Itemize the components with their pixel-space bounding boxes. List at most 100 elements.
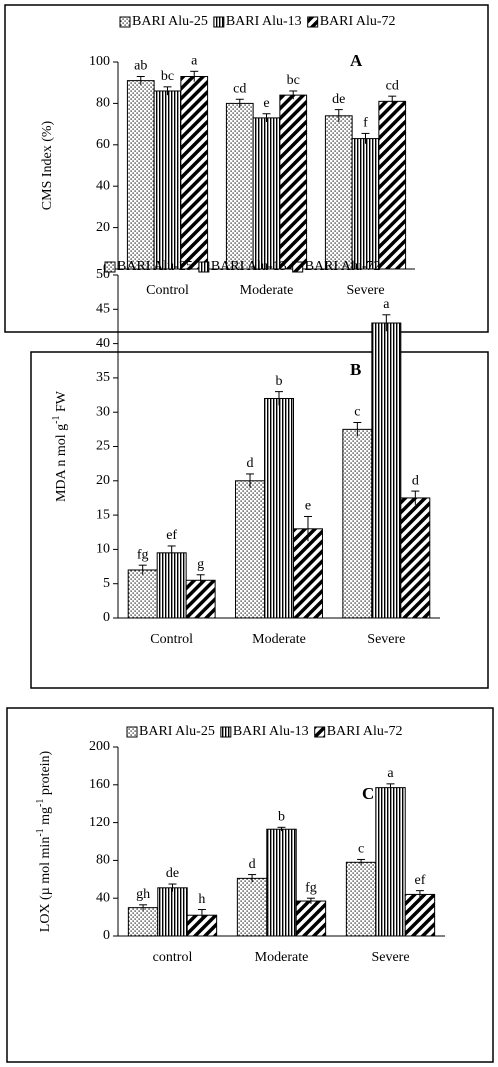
bar	[342, 428, 373, 619]
panel-label: B	[350, 360, 361, 379]
y-tick-label: 20	[96, 473, 110, 488]
y-tick-label: 120	[89, 815, 110, 830]
significance-letter: b	[278, 810, 285, 825]
y-label-part: CMS Index (%)	[40, 120, 55, 210]
legend-label: BARI Alu-72	[327, 724, 403, 739]
legend-label: BARI Alu-72	[305, 259, 381, 274]
y-tick-label: 40	[96, 336, 110, 351]
panel-frame	[30, 351, 489, 689]
error-bar	[197, 909, 206, 921]
significance-letter: g	[197, 557, 204, 572]
error-bar	[382, 314, 391, 332]
bar	[127, 907, 159, 937]
bar	[266, 828, 297, 937]
legend-swatch	[198, 261, 210, 273]
legend-label: BARI Alu-25	[117, 259, 193, 274]
y-label-part: MDA n mol g	[54, 424, 69, 502]
error-bar	[306, 897, 315, 904]
legend-swatch	[292, 261, 304, 273]
significance-letter: e	[305, 499, 311, 514]
legend-label: BARI Alu-13	[226, 14, 302, 29]
y-tick-label: 40	[96, 178, 110, 193]
x-tick-label: Severe	[367, 632, 405, 647]
legend-label: BARI Alu-25	[139, 724, 215, 739]
bar	[127, 569, 158, 619]
significance-letter: d	[412, 473, 419, 488]
y-label-part: mg	[38, 807, 53, 828]
significance-letter: a	[191, 54, 198, 69]
y-tick-label: 10	[96, 542, 110, 557]
bar	[225, 102, 254, 270]
significance-letter: c	[354, 405, 360, 420]
legend-swatch	[314, 726, 326, 738]
y-tick-label: 60	[96, 137, 110, 152]
significance-letter: ef	[166, 528, 177, 543]
error-bar	[277, 826, 286, 832]
bar	[156, 552, 187, 619]
y-label-part: LOX (µ mol min	[38, 837, 53, 933]
bar	[400, 497, 431, 619]
panel-frame	[4, 4, 489, 333]
y-tick-label: 35	[96, 370, 110, 385]
bar	[404, 893, 436, 937]
error-bar	[139, 904, 148, 911]
significance-letter: a	[387, 766, 394, 781]
bar	[345, 861, 377, 937]
error-bar	[246, 473, 255, 488]
error-bar	[388, 95, 397, 107]
y-axis-label: CMS Index (%)	[40, 120, 55, 210]
significance-letter: ab	[134, 59, 147, 74]
significance-letter: fg	[305, 880, 317, 895]
error-bar	[415, 890, 424, 899]
legend-swatch	[220, 726, 232, 738]
bar	[252, 117, 281, 270]
significance-letter: cd	[386, 78, 399, 93]
bar	[126, 80, 155, 270]
y-tick-label: 200	[89, 739, 110, 754]
x-tick-label: Moderate	[255, 950, 309, 965]
significance-letter: cd	[233, 81, 246, 96]
y-axis-label: MDA n mol g-1 FW	[51, 390, 69, 502]
y-tick-label: 80	[96, 96, 110, 111]
error-bar	[353, 421, 362, 437]
significance-letter: fg	[137, 547, 149, 562]
bar	[157, 887, 188, 937]
error-bar	[136, 75, 145, 85]
significance-letter: gh	[136, 887, 150, 902]
error-bar	[168, 883, 177, 892]
legend-swatch	[213, 16, 225, 28]
x-tick-label: Severe	[371, 950, 409, 965]
legend-swatch	[307, 16, 319, 28]
bar	[264, 397, 294, 619]
significance-letter: d	[249, 857, 256, 872]
bar	[185, 579, 216, 619]
y-label-part: -1	[35, 799, 46, 807]
bar	[235, 480, 266, 619]
error-bar	[357, 858, 366, 866]
legend-swatch	[126, 726, 138, 738]
x-tick-label: Control	[150, 632, 193, 647]
y-tick-label: 45	[96, 302, 110, 317]
significance-letter: h	[198, 892, 205, 907]
error-bar	[303, 515, 312, 542]
error-bar	[163, 86, 172, 96]
panel-frame	[6, 707, 494, 1063]
significance-letter: b	[276, 374, 283, 389]
legend-label: BARI Alu-13	[233, 724, 309, 739]
significance-letter: de	[332, 92, 345, 107]
x-tick-label: control	[153, 950, 193, 965]
legend-label: BARI Alu-25	[132, 14, 208, 29]
y-tick-label: 160	[89, 777, 110, 792]
bar	[375, 787, 406, 937]
y-label-part: -1	[51, 415, 62, 423]
error-bar	[334, 109, 343, 123]
y-tick-label: 20	[96, 220, 110, 235]
error-bar	[196, 574, 205, 586]
x-tick-label: Severe	[346, 283, 384, 298]
significance-letter: d	[247, 456, 254, 471]
bar	[378, 100, 407, 270]
significance-letter: de	[166, 866, 179, 881]
legend-label: BARI Alu-72	[320, 14, 396, 29]
error-bar	[167, 545, 176, 560]
significance-letter: bc	[161, 69, 174, 84]
